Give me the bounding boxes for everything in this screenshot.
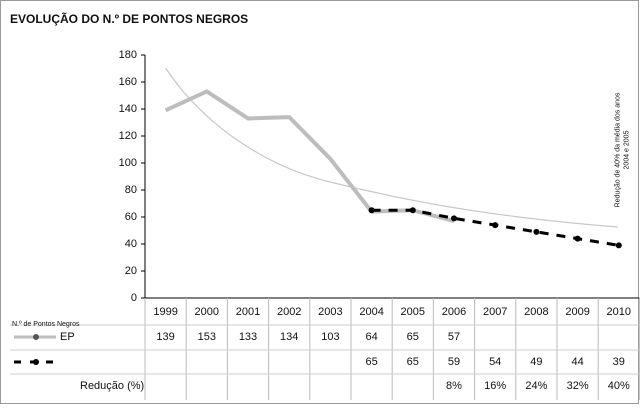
reduction-label: Redução (%) (80, 380, 144, 392)
table-value: 39 (613, 356, 625, 368)
table-value: 49 (530, 356, 542, 368)
table-label: N.º de Pontos Negros (12, 321, 80, 328)
trend-curve (165, 67, 619, 228)
chart-title: EVOLUÇÃO DO N.º DE PONTOS NEGROS (10, 11, 248, 26)
x-tick-label: 2007 (483, 306, 507, 318)
y-tick-label: 140 (119, 103, 137, 115)
y-tick-label: 160 (119, 76, 137, 88)
x-tick-label: 2001 (236, 306, 260, 318)
y-tick-label: 120 (119, 130, 137, 142)
x-tick-label: 2006 (442, 306, 466, 318)
annotation-text: 2004 e 2005 (623, 130, 630, 169)
legend-label: EP (60, 331, 75, 343)
legend-marker (33, 359, 39, 365)
table-value: 59 (448, 356, 460, 368)
table-value: 103 (321, 331, 339, 343)
reduction-value: 24% (525, 380, 547, 392)
table-value: 65 (407, 356, 419, 368)
table-value: 65 (365, 356, 377, 368)
series-marker (451, 215, 457, 222)
y-tick-label: 180 (119, 49, 137, 61)
reduction-value: 8% (446, 380, 462, 392)
table-value: 153 (198, 331, 216, 343)
y-tick-label: 0 (131, 292, 137, 304)
y-tick-label: 60 (125, 211, 137, 223)
reduction-value: 32% (567, 380, 589, 392)
series-marker (615, 242, 622, 249)
y-tick-label: 80 (125, 184, 137, 196)
series-marker (533, 228, 540, 235)
x-tick-label: 2002 (277, 306, 301, 318)
table-value: 133 (239, 331, 257, 343)
reduction-value: 40% (608, 380, 630, 392)
x-tick-label: 2005 (401, 306, 425, 318)
table-value: 57 (448, 331, 460, 343)
table-value: 139 (156, 331, 174, 343)
table-value: 64 (365, 331, 377, 343)
y-tick-label: 40 (125, 238, 137, 250)
annotation-text: Redução de 40% da média dos anos (614, 92, 621, 207)
x-tick-label: 2000 (195, 306, 219, 318)
series-marker (368, 207, 375, 214)
x-tick-label: 2003 (318, 306, 342, 318)
x-tick-label: 2010 (607, 306, 631, 318)
table-value: 65 (407, 331, 419, 343)
table-value: 44 (571, 356, 583, 368)
series-marker (574, 235, 581, 242)
reduction-value: 16% (484, 380, 506, 392)
table-value: 54 (489, 356, 501, 368)
y-tick-label: 20 (125, 265, 137, 277)
y-tick-label: 100 (119, 157, 137, 169)
table-value: 134 (280, 331, 298, 343)
series-marker (409, 207, 416, 214)
x-tick-label: 2004 (359, 306, 383, 318)
x-tick-label: 2009 (565, 306, 589, 318)
series-marker (492, 222, 499, 229)
legend-marker (33, 334, 39, 340)
x-tick-label: 2008 (524, 306, 548, 318)
annotation: Redução de 40% da média dos anos 2004 e 2… (614, 92, 630, 207)
x-tick-label: 1999 (153, 306, 177, 318)
